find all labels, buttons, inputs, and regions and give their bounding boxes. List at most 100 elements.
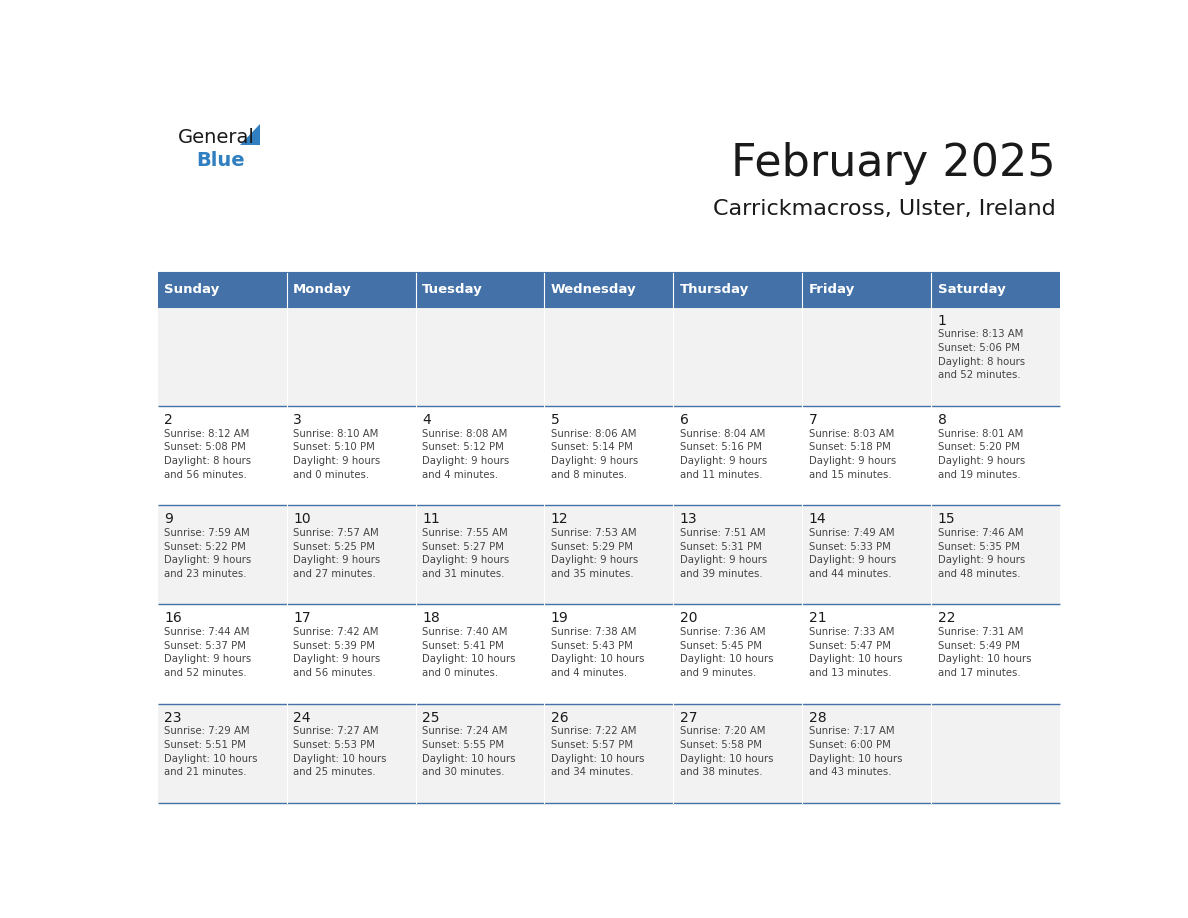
Text: Sunrise: 7:36 AM
Sunset: 5:45 PM
Daylight: 10 hours
and 9 minutes.: Sunrise: 7:36 AM Sunset: 5:45 PM Dayligh… <box>680 627 773 678</box>
Text: 19: 19 <box>551 611 569 625</box>
Bar <box>544 703 674 803</box>
Text: Sunrise: 7:46 AM
Sunset: 5:35 PM
Daylight: 9 hours
and 48 minutes.: Sunrise: 7:46 AM Sunset: 5:35 PM Dayligh… <box>937 528 1025 578</box>
Text: 14: 14 <box>809 512 827 526</box>
Text: 13: 13 <box>680 512 697 526</box>
Bar <box>416 703 544 803</box>
Bar <box>674 505 802 604</box>
Text: Sunrise: 8:01 AM
Sunset: 5:20 PM
Daylight: 9 hours
and 19 minutes.: Sunrise: 8:01 AM Sunset: 5:20 PM Dayligh… <box>937 429 1025 479</box>
Text: Sunday: Sunday <box>164 283 220 297</box>
Text: 9: 9 <box>164 512 173 526</box>
Text: General: General <box>178 128 255 147</box>
Text: 26: 26 <box>551 711 569 724</box>
Bar <box>286 505 416 604</box>
Bar <box>802 604 931 703</box>
Text: 10: 10 <box>293 512 311 526</box>
Text: Sunrise: 8:04 AM
Sunset: 5:16 PM
Daylight: 9 hours
and 11 minutes.: Sunrise: 8:04 AM Sunset: 5:16 PM Dayligh… <box>680 429 767 479</box>
Text: Sunrise: 8:06 AM
Sunset: 5:14 PM
Daylight: 9 hours
and 8 minutes.: Sunrise: 8:06 AM Sunset: 5:14 PM Dayligh… <box>551 429 638 479</box>
Bar <box>416 307 544 406</box>
Bar <box>544 307 674 406</box>
Bar <box>674 604 802 703</box>
Text: Sunrise: 7:22 AM
Sunset: 5:57 PM
Daylight: 10 hours
and 34 minutes.: Sunrise: 7:22 AM Sunset: 5:57 PM Dayligh… <box>551 726 644 778</box>
Text: Sunrise: 8:10 AM
Sunset: 5:10 PM
Daylight: 9 hours
and 0 minutes.: Sunrise: 8:10 AM Sunset: 5:10 PM Dayligh… <box>293 429 380 479</box>
Text: 20: 20 <box>680 611 697 625</box>
Bar <box>802 406 931 505</box>
Bar <box>544 604 674 703</box>
Bar <box>931 604 1060 703</box>
Text: 22: 22 <box>937 611 955 625</box>
Text: Sunrise: 7:38 AM
Sunset: 5:43 PM
Daylight: 10 hours
and 4 minutes.: Sunrise: 7:38 AM Sunset: 5:43 PM Dayligh… <box>551 627 644 678</box>
Text: 23: 23 <box>164 711 182 724</box>
Text: Sunrise: 7:20 AM
Sunset: 5:58 PM
Daylight: 10 hours
and 38 minutes.: Sunrise: 7:20 AM Sunset: 5:58 PM Dayligh… <box>680 726 773 778</box>
Text: 28: 28 <box>809 711 827 724</box>
Text: Thursday: Thursday <box>680 283 748 297</box>
Text: Sunrise: 8:08 AM
Sunset: 5:12 PM
Daylight: 9 hours
and 4 minutes.: Sunrise: 8:08 AM Sunset: 5:12 PM Dayligh… <box>422 429 510 479</box>
Text: 24: 24 <box>293 711 310 724</box>
Text: 11: 11 <box>422 512 440 526</box>
Bar <box>158 703 286 803</box>
Text: Tuesday: Tuesday <box>422 283 482 297</box>
Bar <box>416 406 544 505</box>
Text: Sunrise: 7:29 AM
Sunset: 5:51 PM
Daylight: 10 hours
and 21 minutes.: Sunrise: 7:29 AM Sunset: 5:51 PM Dayligh… <box>164 726 258 778</box>
Bar <box>674 406 802 505</box>
Text: Monday: Monday <box>293 283 352 297</box>
Text: 25: 25 <box>422 711 440 724</box>
Text: 17: 17 <box>293 611 311 625</box>
Bar <box>544 505 674 604</box>
Text: 21: 21 <box>809 611 827 625</box>
Text: Blue: Blue <box>196 151 245 170</box>
Text: Sunrise: 8:13 AM
Sunset: 5:06 PM
Daylight: 8 hours
and 52 minutes.: Sunrise: 8:13 AM Sunset: 5:06 PM Dayligh… <box>937 330 1025 380</box>
Bar <box>416 505 544 604</box>
Bar <box>931 307 1060 406</box>
Text: Sunrise: 7:51 AM
Sunset: 5:31 PM
Daylight: 9 hours
and 39 minutes.: Sunrise: 7:51 AM Sunset: 5:31 PM Dayligh… <box>680 528 767 578</box>
Text: Sunrise: 7:27 AM
Sunset: 5:53 PM
Daylight: 10 hours
and 25 minutes.: Sunrise: 7:27 AM Sunset: 5:53 PM Dayligh… <box>293 726 386 778</box>
Text: Sunrise: 7:57 AM
Sunset: 5:25 PM
Daylight: 9 hours
and 27 minutes.: Sunrise: 7:57 AM Sunset: 5:25 PM Dayligh… <box>293 528 380 578</box>
Text: 2: 2 <box>164 413 173 427</box>
Text: Sunrise: 7:59 AM
Sunset: 5:22 PM
Daylight: 9 hours
and 23 minutes.: Sunrise: 7:59 AM Sunset: 5:22 PM Dayligh… <box>164 528 252 578</box>
Text: 8: 8 <box>937 413 947 427</box>
Text: 5: 5 <box>551 413 560 427</box>
Bar <box>674 307 802 406</box>
Text: Sunrise: 8:12 AM
Sunset: 5:08 PM
Daylight: 8 hours
and 56 minutes.: Sunrise: 8:12 AM Sunset: 5:08 PM Dayligh… <box>164 429 252 479</box>
Bar <box>158 273 1060 307</box>
Text: 1: 1 <box>937 314 947 328</box>
Text: Sunrise: 7:55 AM
Sunset: 5:27 PM
Daylight: 9 hours
and 31 minutes.: Sunrise: 7:55 AM Sunset: 5:27 PM Dayligh… <box>422 528 510 578</box>
Bar <box>416 604 544 703</box>
Text: Sunrise: 7:42 AM
Sunset: 5:39 PM
Daylight: 9 hours
and 56 minutes.: Sunrise: 7:42 AM Sunset: 5:39 PM Dayligh… <box>293 627 380 678</box>
Text: Sunrise: 7:31 AM
Sunset: 5:49 PM
Daylight: 10 hours
and 17 minutes.: Sunrise: 7:31 AM Sunset: 5:49 PM Dayligh… <box>937 627 1031 678</box>
Text: Friday: Friday <box>809 283 855 297</box>
Text: Sunrise: 7:40 AM
Sunset: 5:41 PM
Daylight: 10 hours
and 0 minutes.: Sunrise: 7:40 AM Sunset: 5:41 PM Dayligh… <box>422 627 516 678</box>
Bar <box>931 703 1060 803</box>
Text: 12: 12 <box>551 512 569 526</box>
Text: Saturday: Saturday <box>937 283 1005 297</box>
Text: Sunrise: 7:53 AM
Sunset: 5:29 PM
Daylight: 9 hours
and 35 minutes.: Sunrise: 7:53 AM Sunset: 5:29 PM Dayligh… <box>551 528 638 578</box>
Text: Sunrise: 7:33 AM
Sunset: 5:47 PM
Daylight: 10 hours
and 13 minutes.: Sunrise: 7:33 AM Sunset: 5:47 PM Dayligh… <box>809 627 902 678</box>
Text: February 2025: February 2025 <box>731 142 1055 185</box>
Bar <box>802 307 931 406</box>
Bar <box>158 406 286 505</box>
Bar <box>931 505 1060 604</box>
Bar <box>544 406 674 505</box>
Text: Carrickmacross, Ulster, Ireland: Carrickmacross, Ulster, Ireland <box>713 198 1055 218</box>
Text: Sunrise: 8:03 AM
Sunset: 5:18 PM
Daylight: 9 hours
and 15 minutes.: Sunrise: 8:03 AM Sunset: 5:18 PM Dayligh… <box>809 429 896 479</box>
Bar <box>286 307 416 406</box>
Bar <box>286 406 416 505</box>
Text: Wednesday: Wednesday <box>551 283 637 297</box>
Bar <box>158 505 286 604</box>
Text: Sunrise: 7:17 AM
Sunset: 6:00 PM
Daylight: 10 hours
and 43 minutes.: Sunrise: 7:17 AM Sunset: 6:00 PM Dayligh… <box>809 726 902 778</box>
Text: 18: 18 <box>422 611 440 625</box>
Bar <box>802 505 931 604</box>
Text: 6: 6 <box>680 413 689 427</box>
Bar <box>802 703 931 803</box>
Text: Sunrise: 7:24 AM
Sunset: 5:55 PM
Daylight: 10 hours
and 30 minutes.: Sunrise: 7:24 AM Sunset: 5:55 PM Dayligh… <box>422 726 516 778</box>
Bar <box>158 307 286 406</box>
Bar <box>931 406 1060 505</box>
Text: 3: 3 <box>293 413 302 427</box>
Bar <box>158 604 286 703</box>
Bar <box>286 604 416 703</box>
Text: Sunrise: 7:44 AM
Sunset: 5:37 PM
Daylight: 9 hours
and 52 minutes.: Sunrise: 7:44 AM Sunset: 5:37 PM Dayligh… <box>164 627 252 678</box>
Text: 4: 4 <box>422 413 431 427</box>
Bar <box>286 703 416 803</box>
Text: 16: 16 <box>164 611 182 625</box>
Text: 7: 7 <box>809 413 817 427</box>
Polygon shape <box>240 124 260 145</box>
